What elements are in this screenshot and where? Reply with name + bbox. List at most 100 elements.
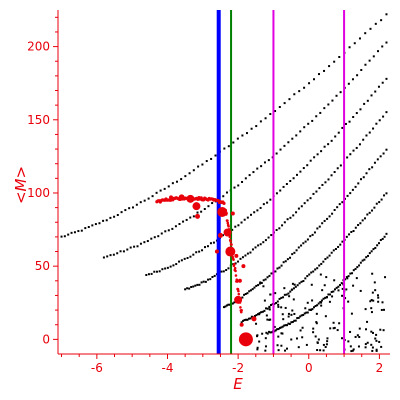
- curve-point: [314, 268, 317, 271]
- curve-point: [345, 235, 348, 238]
- scatter-point: [370, 307, 373, 310]
- curve-point: [333, 208, 336, 211]
- curve-point: [318, 225, 321, 228]
- curve-point: [352, 116, 355, 119]
- curve-point: [211, 202, 214, 205]
- red-arc-point: [233, 266, 237, 270]
- curve-point: [293, 319, 296, 322]
- curve-point: [319, 111, 322, 114]
- red-point: [169, 195, 174, 200]
- curve-point: [212, 241, 215, 244]
- scatter-point: [326, 296, 329, 299]
- curve-point: [268, 330, 271, 333]
- scatter-point: [371, 291, 374, 294]
- curve-point: [281, 224, 284, 227]
- curve-point: [363, 217, 366, 220]
- curve-point: [333, 60, 336, 63]
- curve-point: [318, 73, 321, 76]
- curve-point: [285, 182, 288, 185]
- red-point: [223, 228, 232, 237]
- scatter-point: [304, 307, 307, 310]
- curve-point: [283, 324, 286, 327]
- scatter-point: [290, 313, 293, 316]
- curve-point: [282, 296, 285, 299]
- scatter-point: [262, 285, 265, 288]
- curve-point: [242, 319, 245, 322]
- red-arc-point: [230, 243, 233, 246]
- curve-point: [250, 315, 253, 318]
- curve-point: [198, 283, 201, 286]
- curve-point: [171, 227, 174, 230]
- scatter-point: [287, 315, 290, 318]
- curve-point: [284, 260, 287, 263]
- scatter-point: [366, 341, 369, 344]
- curve-point: [359, 108, 362, 111]
- scatter-point: [357, 345, 360, 348]
- curve-point: [143, 199, 146, 202]
- curve-point: [331, 212, 334, 215]
- curve-point: [269, 198, 272, 201]
- curve-point: [255, 284, 258, 287]
- curve-point: [201, 163, 204, 166]
- curve-point: [288, 98, 291, 101]
- curve-point: [120, 211, 123, 214]
- curve-point: [349, 153, 352, 156]
- curve-point: [334, 288, 337, 291]
- curve-point: [292, 177, 295, 180]
- curve-point: [153, 270, 156, 273]
- scatter-point: [315, 312, 318, 315]
- red-point: [239, 322, 244, 327]
- curve-point: [308, 273, 311, 276]
- curve-point: [241, 134, 244, 137]
- curve-point: [337, 245, 340, 248]
- curve-point: [321, 222, 324, 225]
- curve-point: [297, 246, 300, 249]
- scatter-point: [325, 343, 328, 346]
- curve-point: [275, 301, 278, 304]
- scatter-point: [375, 339, 378, 342]
- curve-point: [312, 306, 315, 309]
- scatter-point: [301, 336, 304, 339]
- red-arc-point: [237, 292, 241, 296]
- red-point: [241, 264, 246, 269]
- curve-point: [227, 267, 230, 270]
- scatter-point: [371, 349, 374, 352]
- curve-point: [262, 241, 265, 244]
- curve-point: [247, 317, 250, 320]
- x-axis-label: E: [233, 375, 243, 393]
- scatter-point: [322, 343, 325, 346]
- curve-point: [316, 267, 319, 270]
- red-point: [225, 246, 236, 257]
- scatter-point: [364, 308, 367, 311]
- scatter-point: [290, 338, 293, 341]
- curve-point: [306, 199, 309, 202]
- curve-point: [312, 270, 315, 273]
- curve-point: [232, 141, 235, 144]
- x-tick-label: -6: [91, 361, 103, 375]
- curve-point: [283, 144, 286, 147]
- curve-point: [258, 282, 261, 285]
- scatter-point: [364, 343, 367, 346]
- scatter-point: [371, 346, 374, 349]
- curve-point: [344, 122, 347, 125]
- x-tick-label: 0: [305, 361, 313, 375]
- curve-point: [246, 252, 249, 255]
- scatter-point: [259, 281, 262, 284]
- curve-point: [371, 209, 374, 212]
- curve-point: [358, 37, 361, 40]
- scatter-point: [293, 283, 296, 286]
- scatter-point: [380, 345, 383, 348]
- curve-point: [139, 201, 142, 204]
- curve-point: [359, 261, 362, 264]
- curve-point: [383, 194, 386, 197]
- curve-point: [292, 287, 295, 290]
- curve-point: [251, 248, 254, 251]
- y-tick-label: 150: [27, 113, 50, 127]
- curve-point: [194, 284, 197, 287]
- curve-point: [372, 248, 375, 251]
- scatter-point: [277, 349, 280, 352]
- curve-point: [220, 270, 223, 273]
- scatter-point: [352, 348, 355, 351]
- red-point: [251, 316, 257, 322]
- curve-point: [243, 218, 246, 221]
